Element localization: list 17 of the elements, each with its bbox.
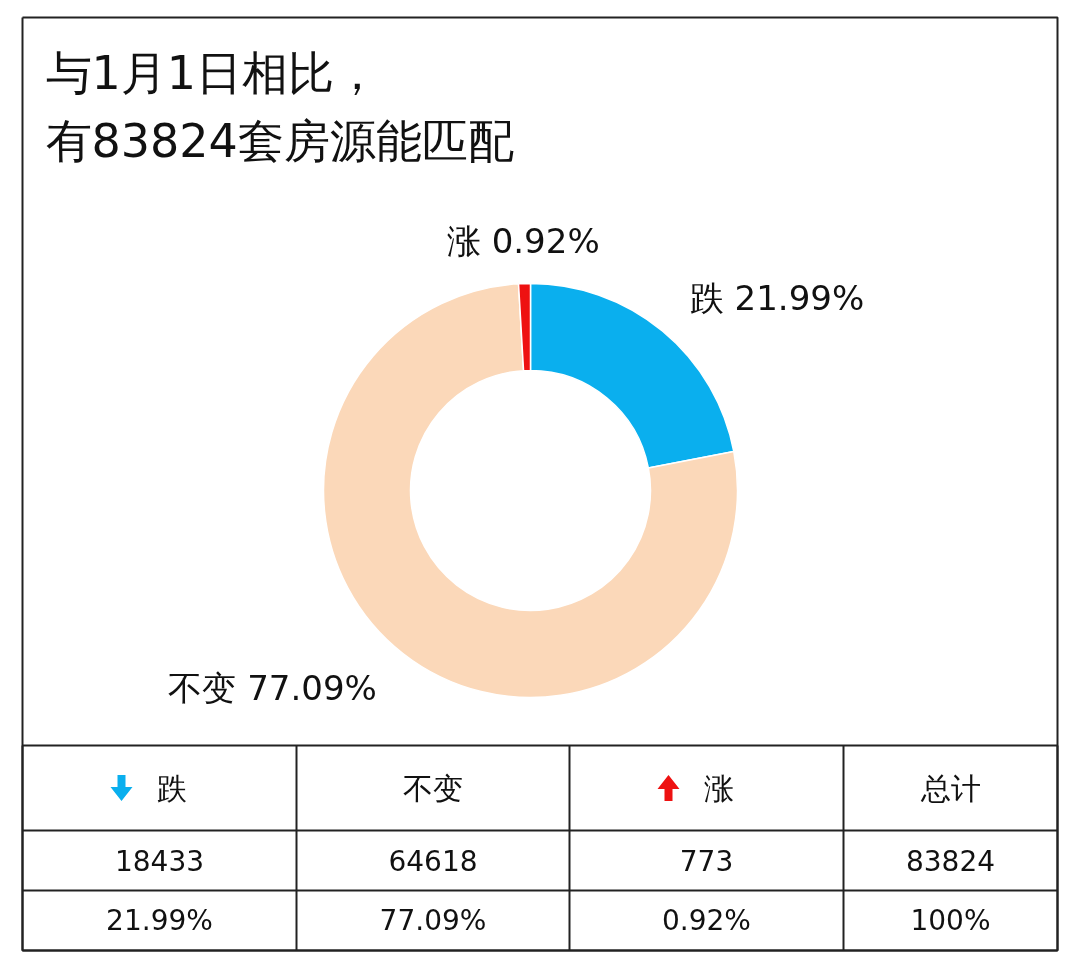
text: 773 bbox=[679, 845, 734, 878]
text: 83824 bbox=[905, 845, 996, 878]
legend-label: 涨 bbox=[703, 770, 734, 806]
text: 100% bbox=[910, 904, 991, 937]
text: 0.92% bbox=[662, 904, 751, 937]
text: 总计 bbox=[919, 770, 981, 806]
text: 21.99% bbox=[106, 904, 213, 937]
data-label: 涨 0.92% bbox=[446, 220, 600, 261]
text: 64618 bbox=[388, 845, 478, 878]
data-label: 跌 21.99% bbox=[689, 277, 865, 318]
data-label: 不变 77.09% bbox=[168, 667, 377, 708]
text: 18433 bbox=[114, 845, 205, 878]
legend-label: 跌 bbox=[156, 770, 187, 806]
chart-title: 与1月1日相比， bbox=[45, 45, 381, 100]
text: 77.09% bbox=[379, 904, 487, 937]
chart-subtitle: 有83824套房源能匹配 bbox=[45, 113, 514, 168]
slice-label: 不变 bbox=[403, 770, 463, 806]
